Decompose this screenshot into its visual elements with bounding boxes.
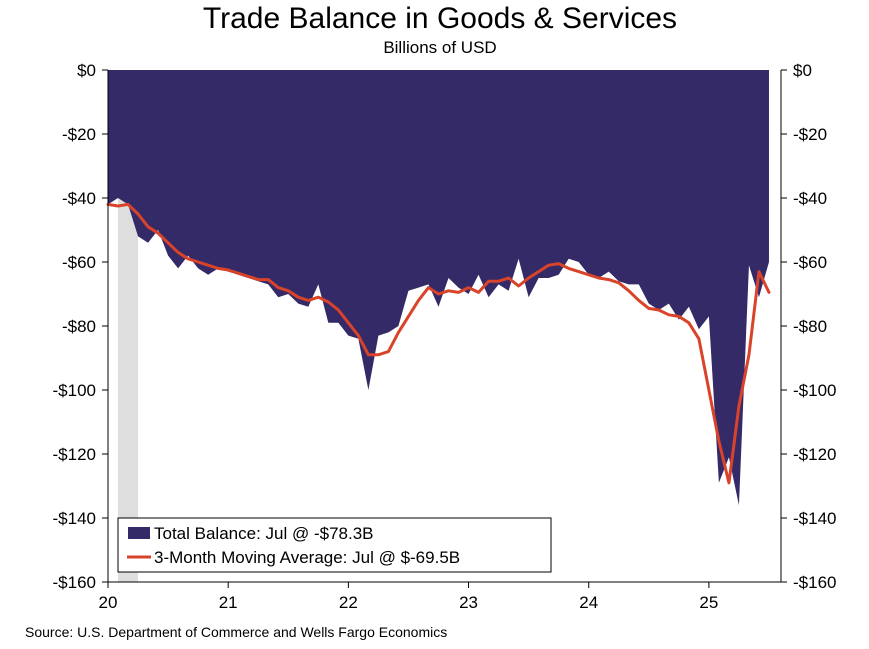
legend-swatch-total-balance bbox=[128, 527, 150, 539]
right-y-tick-label: -$100 bbox=[793, 381, 836, 400]
left-y-tick-label: -$20 bbox=[62, 125, 96, 144]
left-y-tick-label: -$80 bbox=[62, 317, 96, 336]
right-y-tick-label: -$160 bbox=[793, 573, 836, 592]
left-y-tick-label: -$120 bbox=[53, 445, 96, 464]
chart-subtitle: Billions of USD bbox=[383, 38, 497, 57]
right-y-tick-label: -$140 bbox=[793, 509, 836, 528]
x-tick-label: 22 bbox=[339, 593, 358, 612]
left-y-tick-label: $0 bbox=[77, 61, 96, 80]
right-y-tick-label: -$120 bbox=[793, 445, 836, 464]
legend-label-total-balance: Total Balance: Jul @ -$78.3B bbox=[154, 524, 374, 543]
left-y-tick-label: -$140 bbox=[53, 509, 96, 528]
left-y-tick-label: -$160 bbox=[53, 573, 96, 592]
axes: $0 $0 -$20 -$20 -$40 -$40 -$60 -$60 -$80 -$80 -$10… bbox=[53, 61, 837, 612]
left-y-tick-label: -$40 bbox=[62, 189, 96, 208]
legend-box bbox=[117, 517, 552, 573]
source-note: Source: U.S. Department of Commerce and … bbox=[25, 624, 448, 640]
x-tick-label: 21 bbox=[219, 593, 238, 612]
chart-title: Trade Balance in Goods & Services bbox=[202, 2, 678, 35]
x-tick-label: 20 bbox=[99, 593, 118, 612]
legend: Total Balance: Jul @ -$78.3B 3-Month Mov… bbox=[117, 517, 552, 573]
right-y-tick-label: -$40 bbox=[793, 189, 827, 208]
total-balance-area bbox=[108, 70, 769, 506]
left-y-tick-label: -$100 bbox=[53, 381, 96, 400]
left-y-tick-label: -$60 bbox=[62, 253, 96, 272]
moving-average-line bbox=[106, 202, 771, 485]
right-y-tick-label: -$20 bbox=[793, 125, 827, 144]
right-y-tick-label: $0 bbox=[793, 61, 812, 80]
right-y-tick-label: -$60 bbox=[793, 253, 827, 272]
x-tick-label: 24 bbox=[579, 593, 598, 612]
x-tick-label: 25 bbox=[699, 593, 718, 612]
x-tick-label: 23 bbox=[459, 593, 478, 612]
legend-label-moving-average: 3-Month Moving Average: Jul @ $-69.5B bbox=[154, 548, 460, 567]
right-y-tick-label: -$80 bbox=[793, 317, 827, 336]
